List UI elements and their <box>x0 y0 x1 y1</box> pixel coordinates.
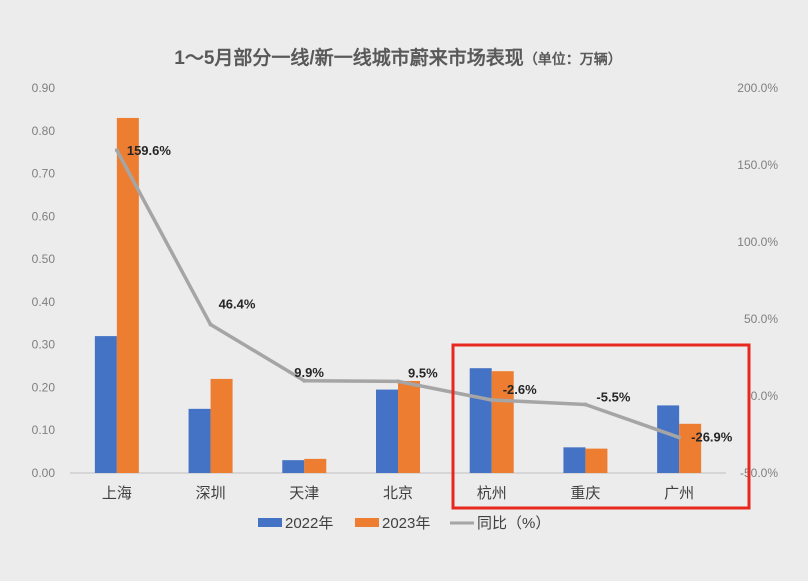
yoy-point <box>208 322 213 327</box>
x-tick-label: 北京 <box>383 485 413 502</box>
y-left-tick-label: 0.50 <box>32 252 56 266</box>
yoy-point <box>302 378 307 383</box>
y-left-tick-label: 0.10 <box>32 423 56 437</box>
line-layer <box>114 148 682 440</box>
legend-label: 同比（%） <box>477 515 550 532</box>
data-label: 9.5% <box>408 365 438 380</box>
x-tick-label: 重庆 <box>570 485 600 502</box>
legend-label: 2022年 <box>285 515 333 532</box>
bar-2022年 <box>657 405 680 473</box>
bar-2023年 <box>585 448 608 473</box>
bar-2023年 <box>491 371 514 473</box>
data-label: -2.6% <box>503 382 537 397</box>
chart-title-unit: （单位：万辆） <box>524 51 622 67</box>
bar-2023年 <box>679 423 702 473</box>
y-left-tick-label: 0.90 <box>32 81 56 95</box>
x-tick-label: 广州 <box>664 485 694 502</box>
x-tick-label: 上海 <box>102 485 132 502</box>
legend-label: 2023年 <box>382 515 430 532</box>
bar-2023年 <box>210 378 233 473</box>
yoy-point <box>489 398 494 403</box>
y-left-tick-label: 0.40 <box>32 295 56 309</box>
bars <box>94 117 702 473</box>
x-tick-label: 天津 <box>289 485 319 502</box>
y-left-tick-label: 0.80 <box>32 124 56 138</box>
y-left-tick-label: 0.30 <box>32 338 56 352</box>
data-label: 9.9% <box>294 365 324 380</box>
yoy-point <box>677 435 682 440</box>
chart-title-main: 1～5月部分一线/新一线城市蔚来市场表现 <box>174 46 523 69</box>
yoy-point <box>583 402 588 407</box>
bar-2022年 <box>376 389 398 473</box>
x-tick-label: 杭州 <box>477 485 507 502</box>
data-label: 159.6% <box>127 143 172 158</box>
bar-2023年 <box>398 381 420 473</box>
y-right-tick-label: 100.0% <box>737 235 778 249</box>
bar-2022年 <box>563 447 586 473</box>
yoy-point <box>114 148 119 153</box>
y-right-tick-label: 0.0% <box>751 389 779 403</box>
data-label: -26.9% <box>691 429 733 444</box>
yoy-point <box>396 379 400 384</box>
highlight-box <box>451 343 751 510</box>
y-left-tick-label: 0.70 <box>32 167 56 181</box>
bar-2022年 <box>282 460 305 473</box>
y-left-tick-label: 0.20 <box>32 380 56 394</box>
y-left-tick-label: 0.00 <box>32 466 56 480</box>
bar-2023年 <box>116 117 139 473</box>
data-label: -5.5% <box>596 389 630 404</box>
y-right-tick-label: 200.0% <box>737 81 778 95</box>
bar-2022年 <box>188 408 211 473</box>
bar-2023年 <box>304 458 327 473</box>
legend-swatch-2022年 <box>258 518 282 527</box>
y-right-tick-label: 50.0% <box>744 312 778 326</box>
data-labels: 159.6% 46.4% 9.9% 9.5% -2.6% -5.5% -26.9% <box>127 143 733 444</box>
legend-swatch-2023年 <box>355 518 379 527</box>
x-tick-label: 深圳 <box>196 485 226 502</box>
y-right-tick-label: 150.0% <box>737 158 778 172</box>
axes: 0.00 0.10 0.20 0.30 0.40 0.50 0.60 0.70 0.80 0.90… <box>32 81 779 502</box>
legend: 2022年 2023年 同比（%） <box>258 515 550 532</box>
y-right-tick-label: -50.0% <box>740 466 778 480</box>
bar-2022年 <box>94 336 117 473</box>
bar-2022年 <box>469 368 492 473</box>
data-label: 46.4% <box>219 297 256 312</box>
y-left-tick-label: 0.60 <box>32 209 56 223</box>
chart-title: 1～5月部分一线/新一线城市蔚来市场表现（单位：万辆） <box>174 46 621 69</box>
